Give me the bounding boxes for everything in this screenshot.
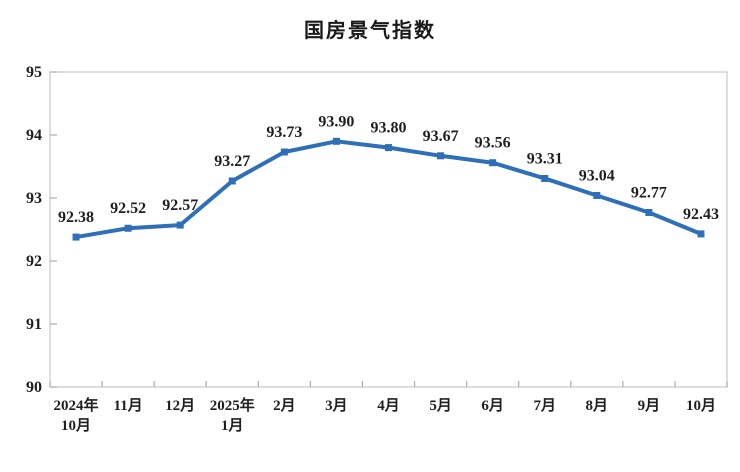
x-tick-label: 10月 xyxy=(686,397,716,414)
data-point-marker xyxy=(437,152,445,160)
data-point-marker xyxy=(385,144,392,152)
data-point-marker xyxy=(541,174,549,182)
x-tick-label: 6月 xyxy=(481,397,504,414)
x-tick-label: 1月 xyxy=(221,417,244,434)
x-tick-label: 8月 xyxy=(586,397,609,414)
data-label: 93.31 xyxy=(527,150,563,167)
x-tick-label: 7月 xyxy=(533,397,556,414)
data-label: 93.27 xyxy=(214,153,250,170)
y-tick-label: 91 xyxy=(26,316,42,333)
x-tick-label: 3月 xyxy=(325,397,348,414)
x-tick-label: 2月 xyxy=(273,397,296,414)
x-tick-label: 10月 xyxy=(61,417,91,434)
y-tick-label: 92 xyxy=(26,253,42,270)
plot-border xyxy=(49,71,728,388)
data-point-marker xyxy=(176,221,184,229)
chart-line xyxy=(74,139,703,240)
y-tick-label: 94 xyxy=(26,127,42,144)
data-label: 93.90 xyxy=(318,113,354,130)
data-label: 92.38 xyxy=(58,209,94,226)
data-label: 92.57 xyxy=(162,197,198,214)
data-point-marker xyxy=(72,233,80,241)
x-tick-label: 11月 xyxy=(114,397,143,414)
data-point-marker xyxy=(332,137,340,145)
data-label: 92.77 xyxy=(631,184,667,201)
data-label: 92.52 xyxy=(110,200,146,217)
data-point-marker xyxy=(593,191,601,199)
data-label: 93.73 xyxy=(266,124,302,141)
y-tick-label: 93 xyxy=(26,190,42,207)
data-label: 93.04 xyxy=(579,167,615,184)
data-point-marker xyxy=(489,159,497,167)
data-point-marker xyxy=(645,208,653,216)
data-point-marker xyxy=(228,177,236,185)
data-point-marker xyxy=(124,224,132,232)
data-point-marker xyxy=(697,230,705,238)
chart-title: 国房景气指数 xyxy=(304,20,436,42)
x-tick-label: 5月 xyxy=(429,397,452,414)
data-label: 93.56 xyxy=(475,135,511,152)
data-label: 93.67 xyxy=(423,128,459,145)
data-point-marker xyxy=(280,148,288,156)
x-tick-label: 12月 xyxy=(165,397,195,414)
data-label: 92.43 xyxy=(683,206,719,223)
y-tick-label: 90 xyxy=(26,379,42,396)
x-tick-label: 2025年 xyxy=(210,396,255,414)
x-tick-label: 2024年 xyxy=(54,396,99,414)
x-tick-label: 4月 xyxy=(377,397,400,414)
y-tick-label: 95 xyxy=(26,64,42,81)
data-label: 93.80 xyxy=(371,120,407,137)
x-tick-label: 9月 xyxy=(638,397,661,414)
